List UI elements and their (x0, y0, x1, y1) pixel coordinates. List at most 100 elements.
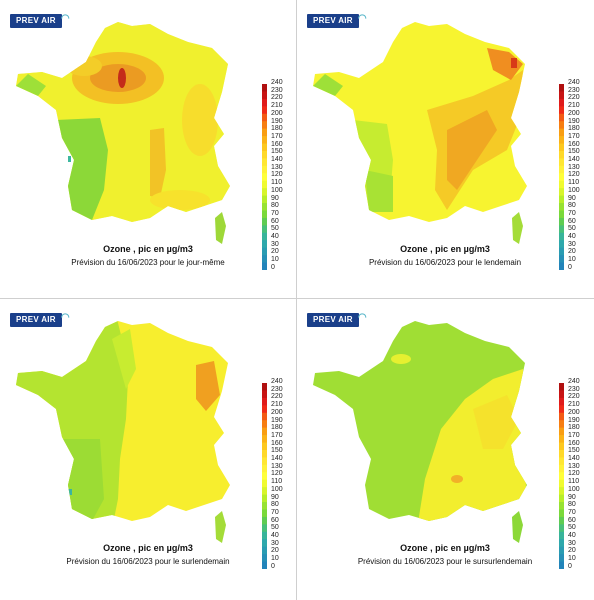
colorbar-swatch (559, 255, 564, 264)
colorbar-swatch (559, 487, 564, 496)
colorbar-swatch (559, 449, 564, 458)
colorbar-swatch (559, 143, 564, 152)
panel-sursurlendemain: PREV AIR ◠ 240 230 220 210 200 190 180 170 160 150… (297, 299, 593, 597)
colorbar-swatch (262, 531, 267, 540)
colorbar-swatch (559, 405, 564, 414)
colorbar-swatch (559, 390, 564, 399)
colorbar-swatch (262, 195, 267, 204)
colorbar-swatch (262, 435, 267, 444)
colorbar-swatch (262, 472, 267, 481)
colorbar-swatch (262, 150, 267, 159)
colorbar-swatch (559, 240, 564, 249)
colorbar-gradient (559, 84, 564, 270)
map-title: Ozone , pic en µg/m3 (103, 244, 193, 254)
colorbar-swatch (262, 516, 267, 525)
colorbar-swatch (262, 554, 267, 563)
colorbar-tick-labels: 240 230 220 210 200 190 180 170 160 150 140 130 120 1… (568, 79, 580, 271)
colorbar-swatch (262, 546, 267, 555)
colorbar-swatch (262, 143, 267, 152)
colorbar-swatch (262, 128, 267, 137)
colorbar-swatch (262, 225, 267, 234)
corsica-shape (512, 511, 523, 543)
colorbar-swatch (262, 420, 267, 429)
colorbar-swatch (262, 397, 267, 406)
colorbar-swatch (262, 539, 267, 548)
panel-lendemain: PREV AIR ◠ 240 230 220 210 200 190 180 170 160 150… (297, 0, 593, 298)
colorbar-swatch (262, 106, 267, 115)
colorbar-swatch (262, 210, 267, 219)
colorbar-swatch (262, 84, 267, 92)
colorbar-swatch (559, 464, 564, 473)
colorbar-swatch (262, 502, 267, 510)
colorbar-gradient (559, 383, 564, 569)
colorbar-swatch (262, 121, 267, 130)
colorbar-swatch (559, 173, 564, 182)
colorbar-swatch (559, 524, 564, 533)
colorbar-swatch (559, 113, 564, 122)
colorbar-swatch (262, 442, 267, 451)
colorbar-swatch (559, 210, 564, 219)
colorbar-swatch (559, 383, 564, 391)
colorbar-swatch (262, 203, 267, 211)
colorbar-swatch (262, 479, 267, 488)
france-ozone-map (313, 321, 527, 543)
colorbar-swatch (262, 98, 267, 107)
colorbar-swatch (262, 427, 267, 436)
colorbar-swatch (559, 561, 564, 569)
logo-swoosh-icon: ◠ (60, 13, 70, 24)
colorbar-swatch (559, 128, 564, 137)
corsica-shape (512, 212, 523, 244)
colorbar-swatch (262, 188, 267, 197)
map-subtitle: Prévision du 16/06/2023 pour le sursurle… (357, 557, 533, 566)
colorbar-gradient (262, 383, 267, 569)
colorbar-gradient (262, 84, 267, 270)
prevair-logo: PREV AIR ◠ (10, 13, 70, 28)
colorbar-swatch (262, 136, 267, 145)
grid-divider-horizontal (0, 298, 594, 299)
colorbar-swatch (262, 561, 267, 569)
colorbar-swatch (559, 531, 564, 540)
colorbar-swatch (559, 188, 564, 197)
colorbar-swatch (559, 479, 564, 488)
map-title: Ozone , pic en µg/m3 (400, 244, 490, 254)
colorbar-swatch (262, 390, 267, 399)
prevair-logo: PREV AIR ◠ (10, 312, 70, 327)
colorbar-swatch (559, 472, 564, 481)
colorbar-swatch (262, 158, 267, 167)
grid-divider-vertical (296, 0, 297, 600)
france-ozone-map (16, 321, 230, 543)
colorbar-swatch (559, 397, 564, 406)
colorbar-swatch (559, 554, 564, 563)
colorbar-tick-labels: 240 230 220 210 200 190 180 170 160 150 140 130 120 1… (271, 378, 283, 570)
colorbar-swatch (559, 203, 564, 211)
colorbar-swatch (559, 502, 564, 510)
colorbar-swatch (262, 262, 267, 270)
prevair-logo: PREV AIR ◠ (307, 13, 367, 28)
colorbar-swatch (262, 449, 267, 458)
colorbar-swatch (262, 240, 267, 249)
colorbar-swatch (262, 464, 267, 473)
colorbar-swatch (262, 113, 267, 122)
map-subtitle: Prévision du 16/06/2023 pour le jour-mêm… (71, 258, 225, 267)
colorbar-tick-labels: 240 230 220 210 200 190 180 170 160 150 140 130 120 1… (568, 378, 580, 570)
colorbar-swatch (559, 420, 564, 429)
logo-swoosh-icon: ◠ (357, 312, 367, 323)
colorbar-swatch (262, 180, 267, 189)
colorbar-swatch (559, 427, 564, 436)
prevair-logo: PREV AIR ◠ (307, 312, 367, 327)
colorbar-swatch (262, 91, 267, 100)
colorbar-swatch (559, 158, 564, 167)
map-subtitle: Prévision du 16/06/2023 pour le lendemai… (368, 258, 522, 267)
map-title: Ozone , pic en µg/m3 (103, 543, 193, 553)
colorbar-swatch (559, 412, 564, 421)
corsica-shape (215, 212, 226, 244)
colorbar-swatch (262, 487, 267, 496)
colorbar-swatch (559, 136, 564, 145)
colorbar-swatch (559, 457, 564, 466)
colorbar-swatch (559, 262, 564, 270)
colorbar-swatch (559, 84, 564, 92)
colorbar-swatch (262, 383, 267, 391)
colorbar-swatch (559, 509, 564, 518)
colorbar-swatch (262, 457, 267, 466)
